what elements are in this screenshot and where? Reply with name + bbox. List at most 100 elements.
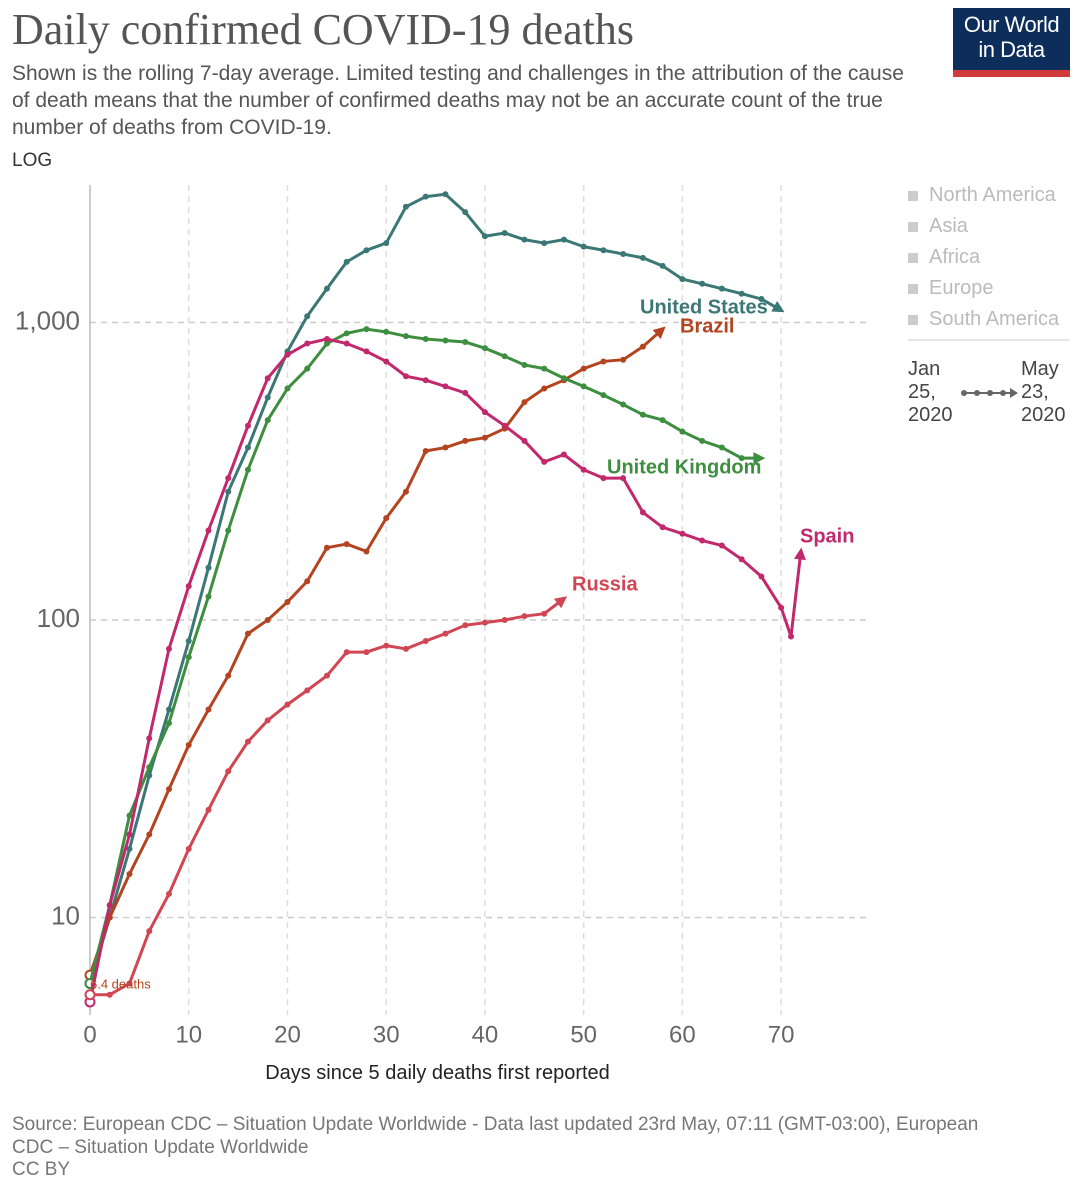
data-point <box>225 768 232 775</box>
series-label: Brazil <box>680 315 734 337</box>
data-point <box>422 377 429 384</box>
data-point <box>363 548 370 555</box>
data-point <box>323 544 330 551</box>
data-point <box>363 348 370 355</box>
data-point <box>84 989 96 1001</box>
series-label: United States <box>640 296 768 318</box>
data-point <box>165 720 172 727</box>
series-label: Russia <box>572 573 638 595</box>
series-label: United Kingdom <box>607 456 761 478</box>
data-point <box>165 645 172 652</box>
data-point <box>679 276 686 283</box>
legend-item[interactable]: Europe <box>908 273 1059 304</box>
data-point <box>462 339 469 346</box>
x-tick-label: 40 <box>472 1021 499 1048</box>
data-point <box>501 353 508 360</box>
series-line <box>90 597 565 997</box>
data-point <box>185 845 192 852</box>
data-point <box>106 902 113 909</box>
data-point <box>521 361 528 368</box>
x-tick-label: 0 <box>83 1021 96 1048</box>
data-point <box>639 411 646 418</box>
legend-item[interactable]: Asia <box>908 211 1059 242</box>
data-point <box>244 466 251 473</box>
data-point <box>699 280 706 287</box>
data-point <box>600 475 607 482</box>
data-point <box>383 328 390 335</box>
timeline-arrow <box>1010 388 1018 398</box>
legend-item[interactable]: South America <box>908 304 1059 335</box>
data-point <box>264 394 271 401</box>
data-point <box>679 428 686 435</box>
license[interactable]: CC BY <box>12 1159 71 1180</box>
data-point <box>462 622 469 629</box>
arrow-head <box>771 301 785 313</box>
data-point <box>284 351 291 358</box>
logo[interactable]: Our World in Data <box>953 8 1070 77</box>
data-point <box>323 285 330 292</box>
data-point <box>422 336 429 343</box>
time-end[interactable]: May 23, 2020 <box>1021 358 1066 426</box>
data-point <box>580 243 587 250</box>
data-point <box>126 845 133 852</box>
data-point <box>205 564 212 571</box>
data-point <box>264 417 271 424</box>
data-point <box>363 326 370 333</box>
time-start[interactable]: Jan 25, 2020 <box>908 358 953 426</box>
data-point <box>462 437 469 444</box>
data-point <box>146 831 153 838</box>
data-point <box>205 806 212 813</box>
data-point <box>363 247 370 254</box>
data-point <box>422 637 429 644</box>
data-point <box>699 537 706 544</box>
data-point <box>126 870 133 877</box>
data-point <box>304 578 311 585</box>
data-point <box>402 203 409 210</box>
legend-swatch <box>908 221 918 232</box>
data-point <box>146 735 153 742</box>
data-point <box>738 290 745 297</box>
x-tick-label: 50 <box>570 1021 597 1048</box>
timeline-dot <box>961 390 967 396</box>
data-point <box>185 742 192 749</box>
arrow-head <box>553 596 568 609</box>
data-point <box>165 786 172 793</box>
data-point <box>304 365 311 372</box>
data-point <box>323 672 330 679</box>
series-line <box>88 192 782 984</box>
data-point <box>541 365 548 372</box>
data-point <box>304 313 311 320</box>
data-point <box>442 191 449 198</box>
data-point <box>600 358 607 365</box>
data-point <box>402 488 409 495</box>
data-point <box>481 434 488 441</box>
data-point <box>185 654 192 661</box>
data-point <box>225 527 232 534</box>
data-point <box>481 619 488 626</box>
legend-item[interactable]: Africa <box>908 242 1059 273</box>
x-tick-label: 30 <box>373 1021 400 1048</box>
y-tick-label: 1,000 <box>15 305 80 335</box>
data-point <box>600 247 607 254</box>
data-point <box>659 417 666 424</box>
legend-label: South America <box>929 308 1060 330</box>
data-point <box>580 365 587 372</box>
data-point <box>363 649 370 656</box>
data-point <box>620 475 627 482</box>
data-point <box>521 437 528 444</box>
legend-item[interactable]: North America <box>908 180 1059 211</box>
y-tick-label: 10 <box>51 900 80 930</box>
data-point <box>402 645 409 652</box>
data-point <box>718 444 725 451</box>
annotation: 6.4 deaths <box>90 976 151 991</box>
legend: North America Asia Africa Europe South Ameri… <box>908 180 1059 335</box>
legend-swatch <box>908 252 918 263</box>
data-point <box>264 717 271 724</box>
data-point <box>639 254 646 261</box>
data-point <box>343 340 350 347</box>
data-point <box>126 812 133 819</box>
data-point <box>659 262 666 269</box>
data-point <box>778 604 785 611</box>
data-point <box>383 240 390 247</box>
